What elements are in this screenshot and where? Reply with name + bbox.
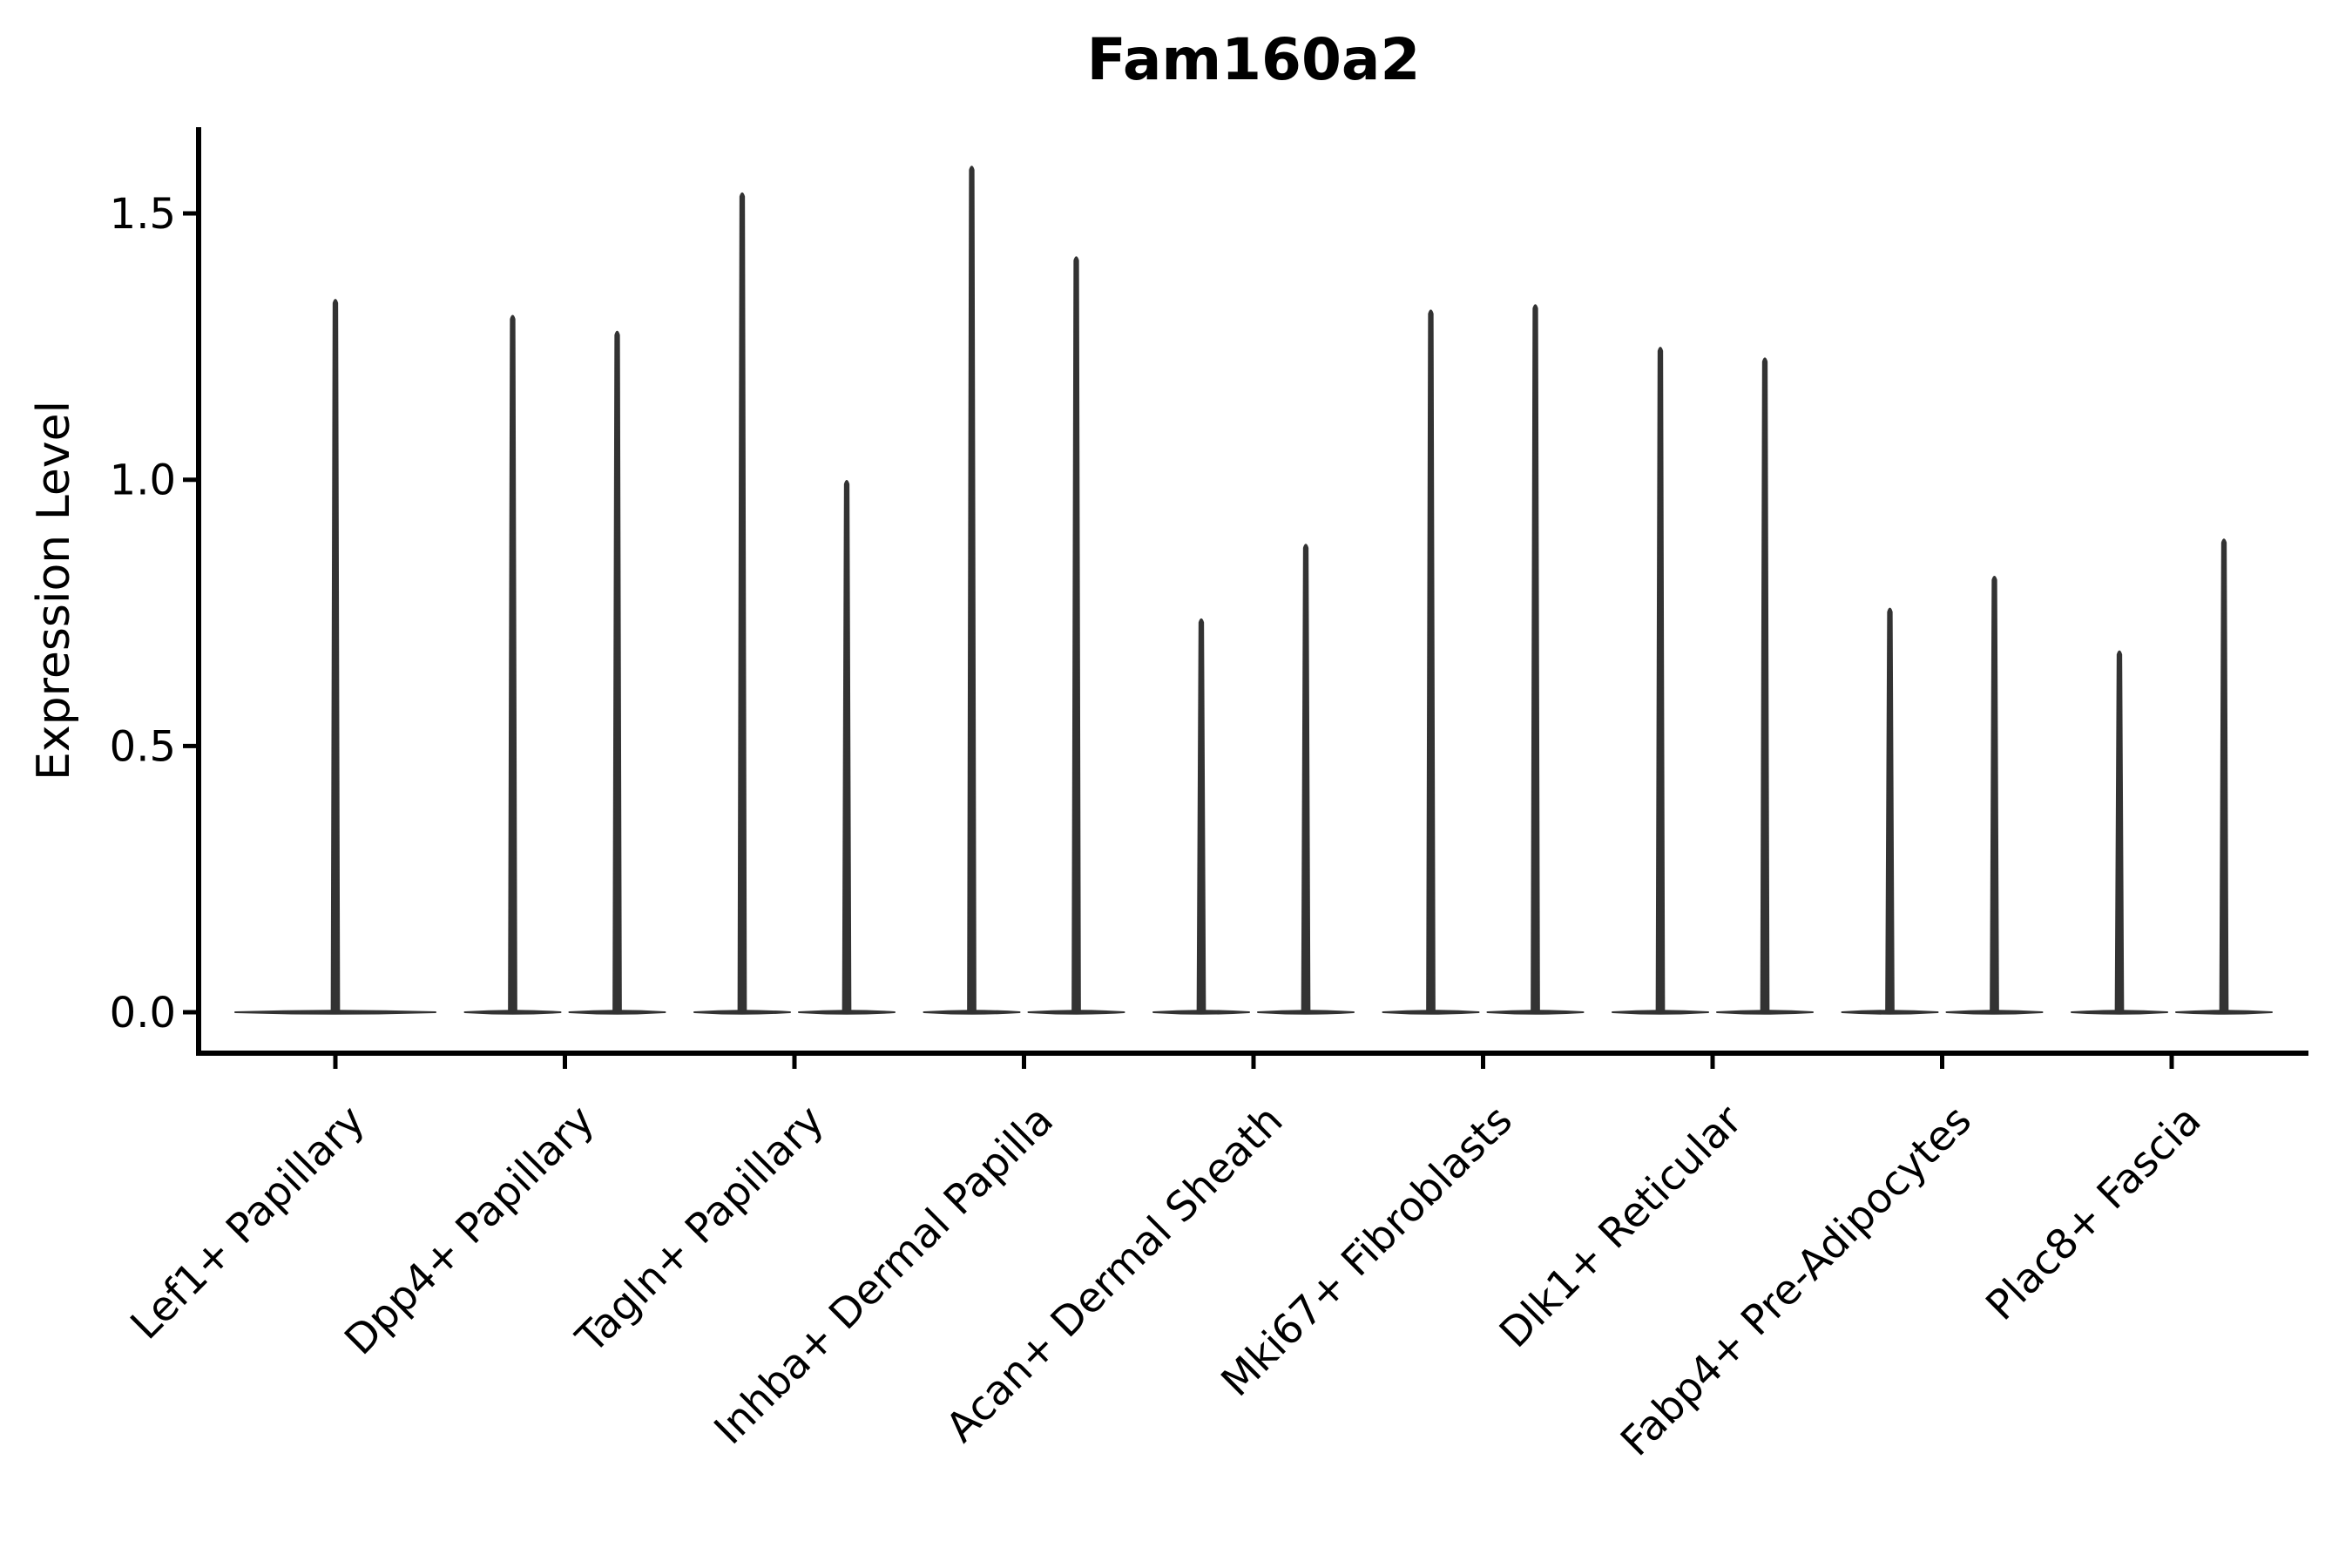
violin-spike — [967, 166, 977, 1013]
violin-spike — [1885, 607, 1895, 1013]
y-tick-label: 1.5 — [110, 190, 176, 239]
violin-spike — [1531, 304, 1540, 1013]
x-tick-label: Dpp4+ Papillary — [335, 1097, 604, 1365]
y-tick-label: 0.0 — [110, 989, 176, 1037]
x-tick-label: Plac8+ Fascia — [1977, 1097, 2211, 1330]
violin-spike — [841, 479, 852, 1013]
violin-spike — [508, 314, 517, 1013]
violin-spike — [1071, 256, 1081, 1013]
violin-spike — [2219, 538, 2229, 1013]
y-tick-label: 1.0 — [110, 456, 176, 505]
violin-spike — [1990, 575, 1999, 1013]
violin-spike — [1196, 618, 1206, 1013]
x-tick-label: Lef1+ Papillary — [122, 1097, 375, 1349]
violin-spike — [330, 299, 341, 1013]
violin-spike — [1426, 309, 1436, 1013]
violin-spike — [1301, 544, 1311, 1013]
violin-spike — [2114, 650, 2125, 1013]
figure-title: Fam160a2 — [1086, 26, 1421, 93]
violin-spike — [1655, 347, 1666, 1013]
violin-spike — [737, 192, 747, 1013]
x-tick-label: Tagln+ Papillary — [567, 1097, 834, 1363]
violin-spike — [1760, 357, 1770, 1013]
x-tick-label: Dlk1+ Reticular — [1490, 1096, 1752, 1357]
y-tick-label: 0.5 — [110, 722, 176, 771]
violin-spike — [612, 330, 622, 1013]
